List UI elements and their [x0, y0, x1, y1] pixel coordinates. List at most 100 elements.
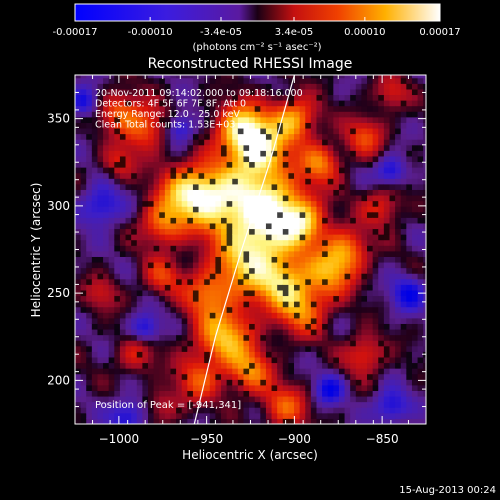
- heatmap-cell: [355, 396, 362, 403]
- heatmap-cell: [215, 250, 222, 257]
- heatmap-cell: [221, 334, 228, 341]
- heatmap-cell: [378, 301, 385, 308]
- heatmap-cell: [204, 323, 211, 330]
- heatmap-cell: [338, 334, 346, 341]
- heatmap-cell: [254, 278, 261, 285]
- heatmap-cell: [423, 273, 426, 280]
- heatmap-cell: [383, 245, 390, 252]
- heatmap-cell: [226, 183, 233, 190]
- heatmap-cell: [389, 267, 396, 274]
- heatmap-cell: [288, 396, 295, 403]
- heatmap-cell: [80, 172, 87, 179]
- heatmap-cell: [316, 407, 323, 414]
- heatmap-cell: [299, 183, 306, 190]
- heatmap-cell: [159, 396, 166, 403]
- heatmap-cell: [338, 401, 346, 408]
- heatmap-cell: [119, 412, 127, 419]
- heatmap-cell: [333, 200, 340, 207]
- heatmap-cell: [114, 133, 121, 140]
- heatmap-cell: [198, 150, 205, 157]
- heatmap-cell: [423, 189, 426, 196]
- heatmap-cell: [310, 396, 317, 403]
- heatmap-cell: [327, 379, 334, 386]
- heatmap-cell: [153, 351, 160, 358]
- heatmap-cell: [187, 384, 194, 391]
- heatmap-cell: [310, 167, 317, 174]
- heatmap-cell: [97, 94, 104, 101]
- heatmap-cell: [192, 77, 200, 84]
- heatmap-cell: [282, 312, 289, 319]
- heatmap-cell: [411, 228, 419, 235]
- heatmap-cell: [372, 345, 379, 352]
- heatmap-cell: [232, 284, 239, 291]
- heatmap-cell: [406, 401, 413, 408]
- heatmap-cell: [114, 217, 121, 224]
- heatmap-cell: [355, 351, 362, 358]
- heatmap-cell: [80, 144, 87, 151]
- heatmap-cell: [406, 128, 413, 135]
- heatmap-cell: [153, 278, 160, 285]
- heatmap-cell: [367, 228, 374, 235]
- heatmap-cell: [103, 105, 110, 112]
- heatmap-cell: [97, 139, 104, 146]
- heatmap-cell: [198, 362, 205, 369]
- annotation-block: 20-Nov-2011 09:14:02.000 to 09:18:16.000…: [95, 88, 303, 131]
- heatmap-cell: [215, 239, 222, 246]
- heatmap-cell: [383, 133, 390, 140]
- heatmap-cell: [400, 340, 407, 347]
- heatmap-cell: [322, 334, 329, 341]
- heatmap-cell: [215, 206, 222, 213]
- heatmap-cell: [310, 312, 317, 319]
- heatmap-cell: [75, 111, 82, 118]
- heatmap-cell: [423, 77, 426, 84]
- heatmap-cell: [221, 329, 228, 336]
- heatmap-cell: [383, 250, 390, 257]
- heatmap-cell: [406, 75, 413, 79]
- heatmap-cell: [344, 390, 351, 397]
- heatmap-cell: [299, 172, 306, 179]
- heatmap-cell: [361, 295, 368, 302]
- heatmap-cell: [395, 228, 402, 235]
- heatmap-cell: [423, 401, 426, 408]
- heatmap-cell: [395, 178, 402, 185]
- heatmap-cell: [338, 250, 346, 257]
- heatmap-cell: [142, 407, 149, 414]
- heatmap-cell: [243, 183, 250, 190]
- heatmap-cell: [361, 122, 368, 129]
- heatmap-cell: [86, 105, 93, 112]
- heatmap-cell: [411, 183, 419, 190]
- heatmap-cell: [271, 289, 278, 297]
- heatmap-cell: [119, 329, 127, 336]
- heatmap-cell: [153, 234, 160, 241]
- heatmap-cell: [136, 329, 143, 336]
- heatmap-cell: [108, 390, 115, 397]
- heatmap-cell: [181, 390, 188, 397]
- heatmap-cell: [395, 250, 402, 257]
- heatmap-cell: [423, 172, 426, 179]
- heatmap-cell: [260, 351, 267, 358]
- heatmap-cell: [406, 217, 413, 224]
- heatmap-cell: [80, 396, 87, 403]
- heatmap-cell: [91, 340, 98, 347]
- heatmap-cell: [192, 167, 200, 174]
- heatmap-cell: [299, 284, 306, 291]
- heatmap-cell: [395, 83, 402, 90]
- heatmap-cell: [131, 273, 138, 280]
- heatmap-cell: [294, 401, 301, 408]
- heatmap-cell: [260, 150, 267, 157]
- heatmap-cell: [282, 262, 289, 269]
- heatmap-cell: [215, 100, 222, 107]
- heatmap-cell: [170, 368, 177, 375]
- heatmap-cell: [187, 116, 194, 123]
- heatmap-cell: [119, 345, 127, 352]
- heatmap-cell: [237, 418, 244, 424]
- heatmap-cell: [153, 379, 160, 386]
- heatmap-cell: [181, 144, 188, 151]
- heatmap-cell: [327, 211, 334, 218]
- heatmap-cell: [170, 167, 177, 174]
- y-tick-label: 300: [47, 199, 70, 213]
- heatmap-cell: [378, 228, 385, 235]
- heatmap-cell: [164, 345, 171, 352]
- heatmap-cell: [350, 100, 357, 107]
- heatmap-cell: [192, 379, 200, 386]
